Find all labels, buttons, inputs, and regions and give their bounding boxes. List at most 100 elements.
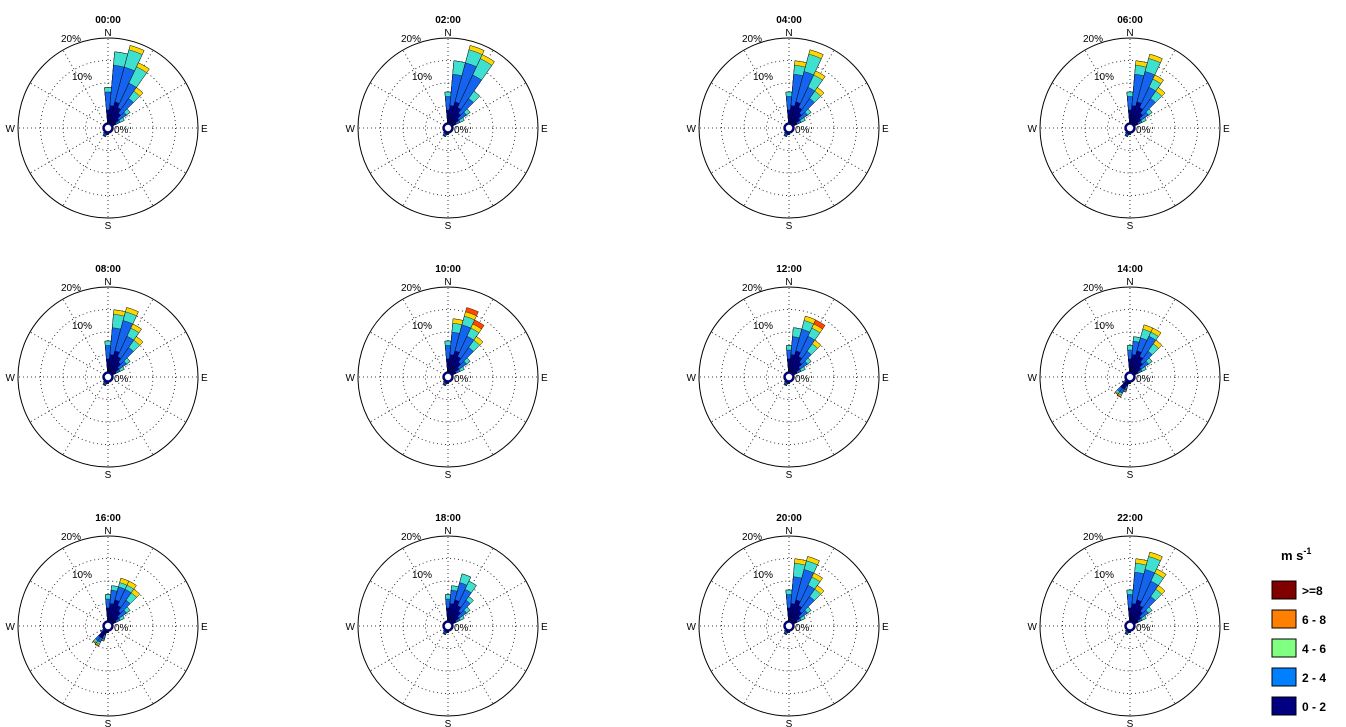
ring-label-20: 20% [61,34,81,45]
rose-ring [721,60,857,196]
rose-spoke [1129,127,1176,207]
compass-w: W [1028,373,1038,384]
rose-spoke [29,127,109,174]
legend-swatch [1271,638,1297,658]
ring-label-10: 10% [72,570,92,581]
rose-spoke [107,625,187,672]
rose-spoke [447,580,527,627]
ring-label-10: 10% [1094,321,1114,332]
rose-spoke [788,580,868,627]
compass-w: W [346,373,356,384]
legend-label: 4 - 6 [1302,642,1326,656]
rose-ring [62,82,154,174]
legend-label: >=8 [1302,584,1323,598]
wind-rose-8: 14:00 0% 10% 20% N S E W [1028,264,1230,481]
compass-w: W [346,124,356,135]
rose-ring [402,580,494,672]
calm-center [104,124,112,132]
ring-label-20: 20% [401,283,421,294]
rose-title: 14:00 [1117,264,1143,275]
rose-spoke [369,625,449,672]
ring-label-20: 20% [742,34,762,45]
rose-spoke [710,376,790,423]
rose-ring [425,354,471,400]
ring-label-20: 20% [1083,283,1103,294]
legend-swatch [1271,609,1297,629]
rose-spoke [788,376,835,456]
rose-spoke [743,376,790,456]
calm-center [444,124,452,132]
compass-n: N [1126,277,1133,288]
rose-ring [1107,603,1153,649]
compass-w: W [6,373,16,384]
rose-spoke [447,625,527,672]
compass-s: S [445,470,452,481]
rose-ring [1084,82,1176,174]
wind-rose-12: 22:00 0% 10% 20% N S E W [1028,513,1230,727]
rose-title: 10:00 [435,264,461,275]
compass-s: S [1127,719,1134,727]
ring-label-0: 0% [795,623,810,634]
legend-label: 6 - 8 [1302,613,1326,627]
calm-center [444,373,452,381]
compass-n: N [444,277,451,288]
calm-center [785,124,793,132]
rose-title: 08:00 [95,264,121,275]
ring-label-10: 10% [1094,72,1114,83]
rose-ring [85,354,131,400]
compass-s: S [445,719,452,727]
rose-spoke [788,82,868,129]
compass-e: E [541,373,548,384]
rose-spoke [1129,580,1209,627]
rose-spoke [369,376,449,423]
compass-s: S [786,719,793,727]
calm-center [785,622,793,630]
rose-spoke [788,376,868,423]
rose-ring [766,603,812,649]
legend-unit-exp: -1 [1303,546,1311,556]
rose-spoke [788,331,868,378]
compass-n: N [785,277,792,288]
rose-ring [743,331,835,423]
rose-spoke [1084,127,1131,207]
ring-label-10: 10% [72,321,92,332]
rose-ring [380,60,516,196]
rose-title: 06:00 [1117,15,1143,26]
ring-label-0: 0% [1136,623,1151,634]
ring-label-0: 0% [114,125,129,136]
rose-title: 00:00 [95,15,121,26]
rose-spoke [1129,376,1209,423]
calm-center [1126,124,1134,132]
rose-spoke [743,625,790,705]
rose-spoke [107,376,154,456]
rose-spoke [710,127,790,174]
ring-label-20: 20% [742,283,762,294]
ring-label-0: 0% [114,374,129,385]
compass-e: E [201,124,208,135]
rose-spoke [402,127,449,207]
rose-outer [17,286,199,468]
wind-rose-1: 00:00 0% 10% 20% N S E W [6,15,208,232]
rose-ring [1062,558,1198,694]
rose-outer [17,37,199,219]
rose-spoke [107,127,154,207]
wind-rose-6: 10:00 0% 10% 20% N S E W [346,264,548,481]
rose-ring [1107,354,1153,400]
compass-n: N [785,526,792,537]
compass-w: W [346,622,356,633]
rose-spoke [29,625,109,672]
rose-spoke [29,376,109,423]
rose-spoke [447,376,527,423]
ring-label-10: 10% [412,570,432,581]
legend-label: 0 - 2 [1302,700,1326,714]
ring-label-10: 10% [72,72,92,83]
rose-outer [17,535,199,717]
compass-n: N [1126,28,1133,39]
ring-label-10: 10% [412,72,432,83]
legend-label: 2 - 4 [1302,671,1326,685]
ring-label-20: 20% [401,532,421,543]
ring-label-0: 0% [454,623,469,634]
rose-spoke [1129,625,1176,705]
rose-outer [698,286,880,468]
rose-spoke [1129,331,1209,378]
